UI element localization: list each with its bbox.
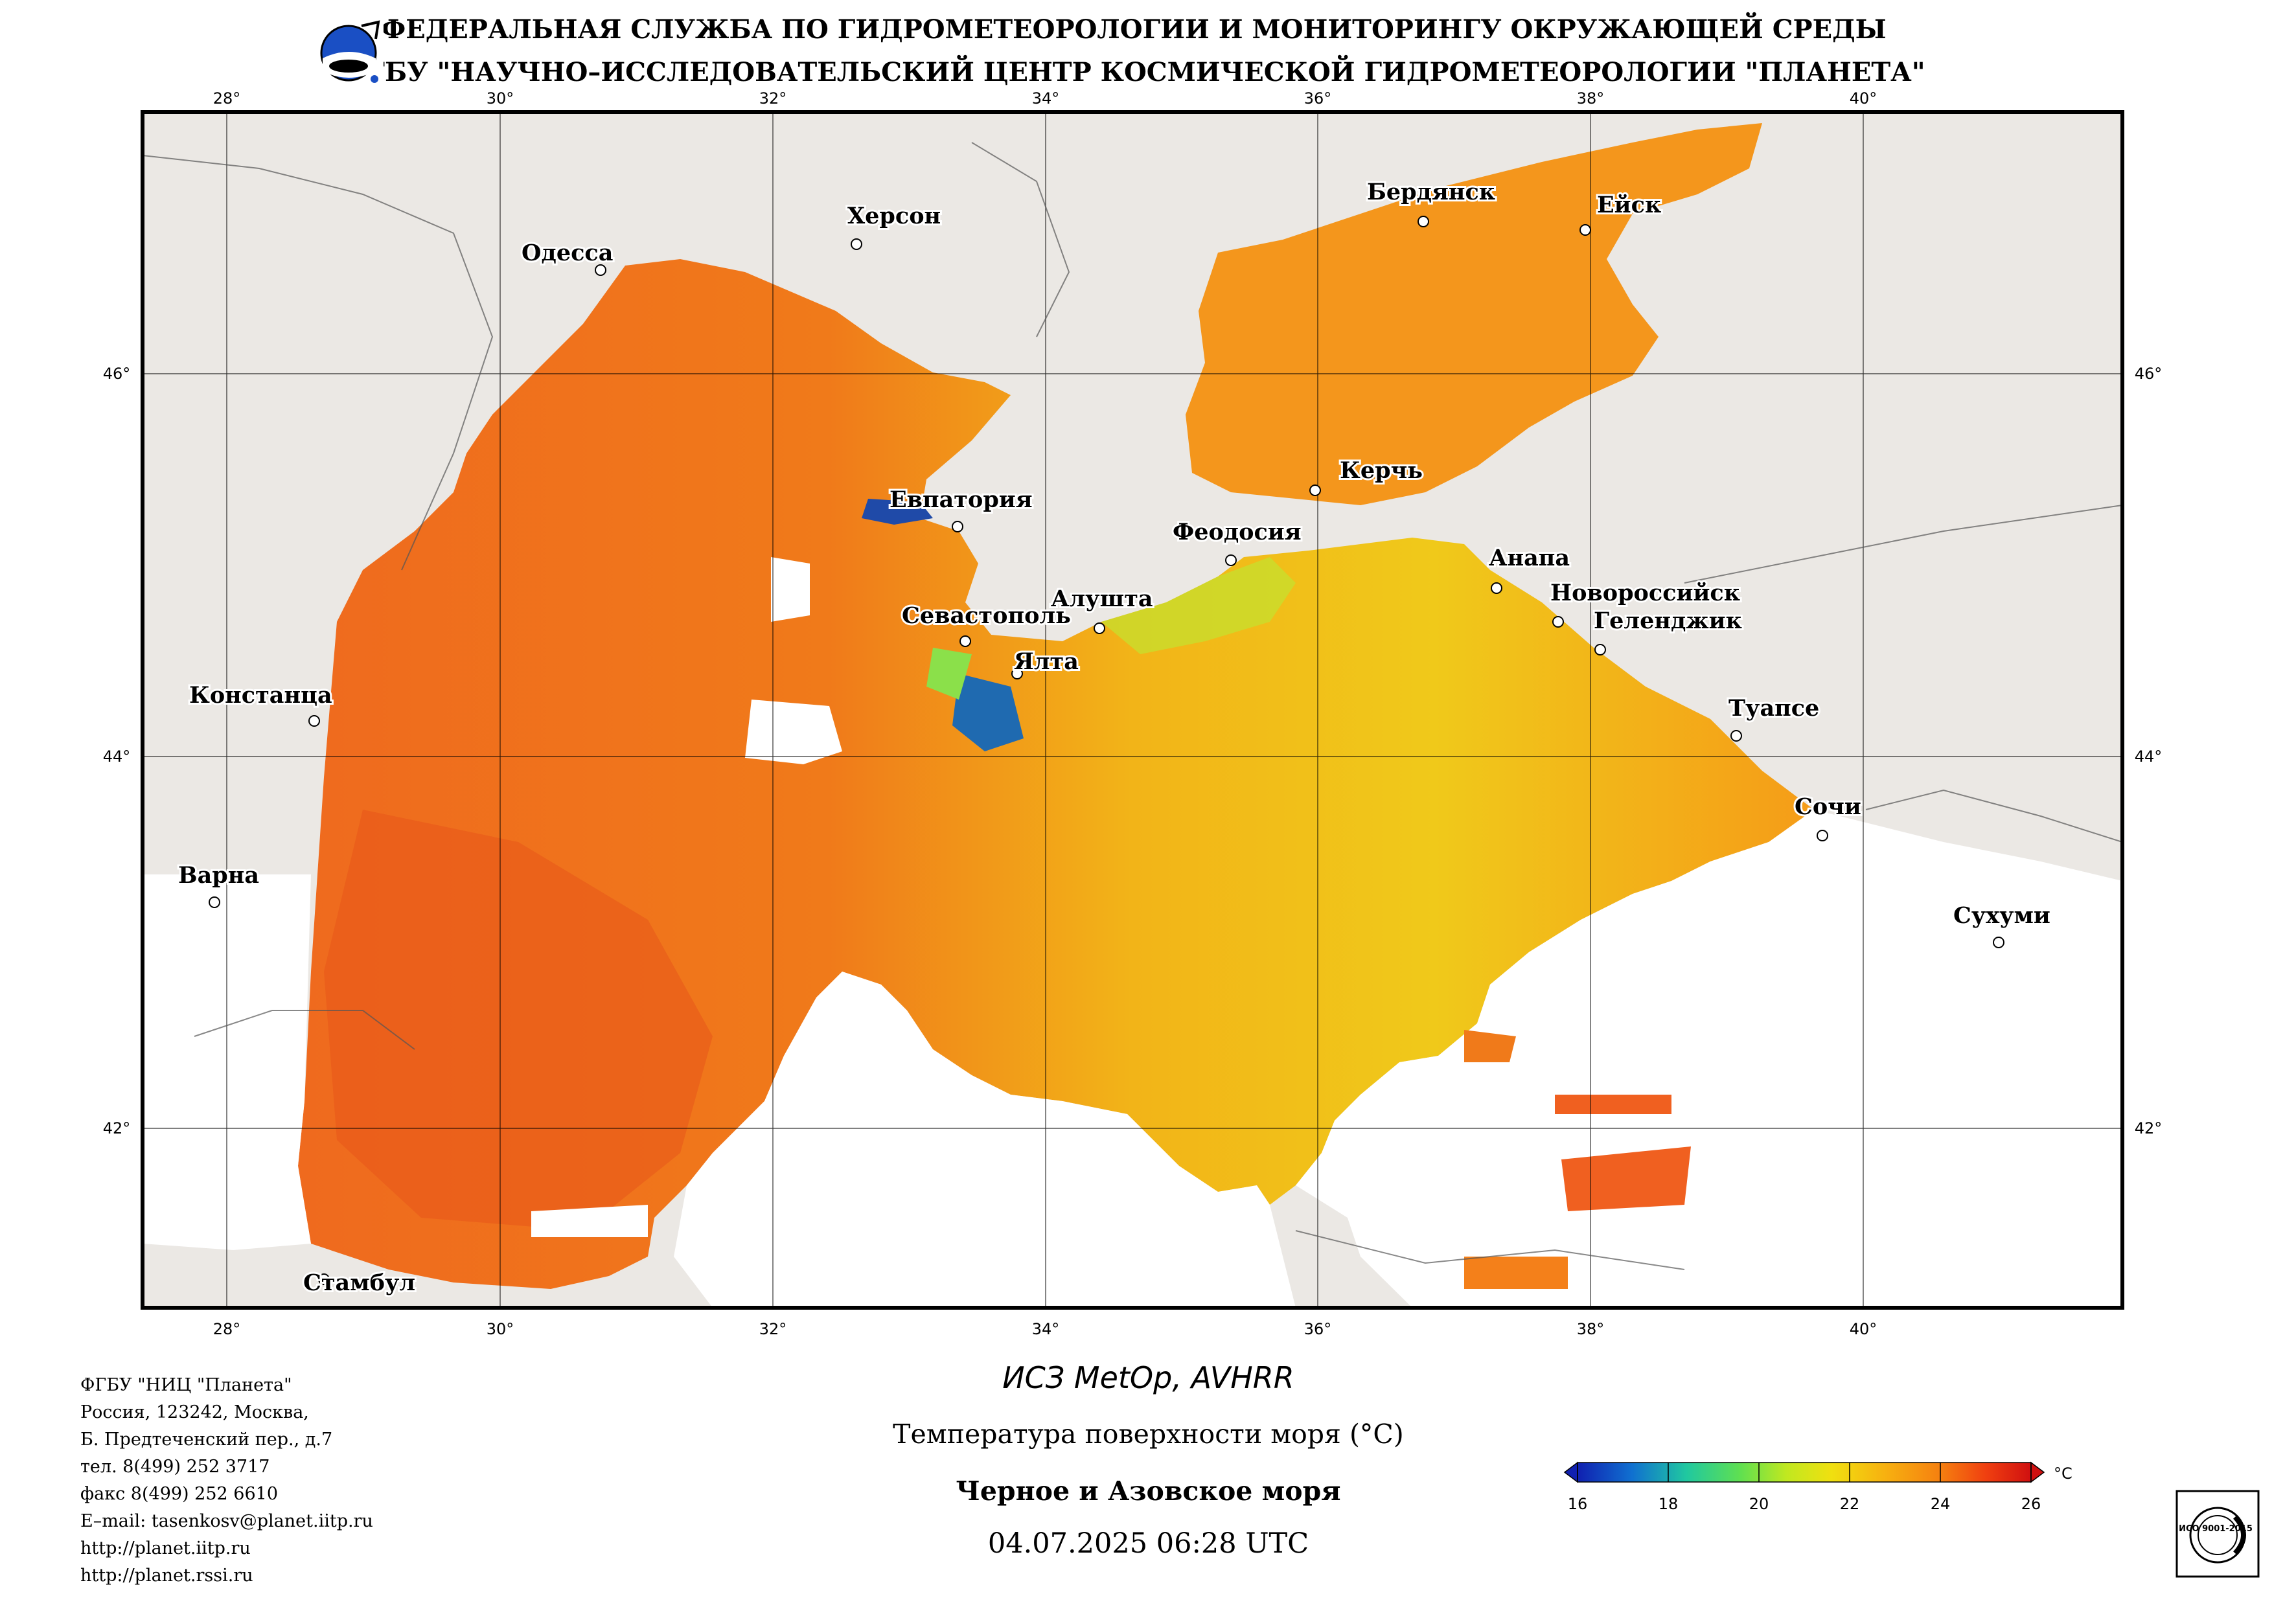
cloud-mask-central	[674, 972, 1296, 1308]
city-istanbul: Стамбул	[303, 1270, 415, 1296]
colorbar-tick: 20	[1749, 1495, 1769, 1513]
product-title: Температура поверхности моря (°С)	[893, 1419, 1404, 1450]
sst-cold-zone	[952, 674, 1024, 751]
lon-tick: 40°	[1850, 89, 1877, 108]
lat-ticks: 46° 44° 42° 46° 44° 42°	[103, 365, 2163, 1137]
city-anapa: Анапа	[1489, 545, 1570, 571]
borders	[143, 142, 2122, 1270]
city-gelendzhik: Геленджик	[1594, 608, 1742, 634]
lat-tick: 42°	[103, 1119, 131, 1137]
sst-patch-3	[1464, 1257, 1568, 1289]
lon-ticks-top: 28° 30° 32° 34° 36° 38° 40°	[213, 89, 1877, 108]
contact-org: ФГБУ "НИЦ "Планета"	[80, 1375, 292, 1395]
colorbar-tick: 16	[1568, 1495, 1588, 1513]
lon-tick: 40°	[1850, 1320, 1877, 1338]
lon-tick: 30°	[487, 1320, 514, 1338]
city-yeysk: Ейск	[1597, 192, 1661, 218]
lon-tick: 38°	[1577, 1320, 1605, 1338]
graticule	[143, 112, 2122, 1308]
city-kerch: Керчь	[1340, 457, 1423, 484]
svg-text:ИСО 9001-2015: ИСО 9001-2015	[2179, 1524, 2253, 1534]
lon-tick: 36°	[1304, 89, 1332, 108]
lon-tick: 32°	[759, 89, 787, 108]
lat-tick: 46°	[2135, 365, 2163, 383]
cloud-patch-3	[531, 1205, 648, 1237]
city-novorossiysk: Новороссийск	[1550, 580, 1740, 606]
contact-address-2: Б. Предтеченский пер., д.7	[80, 1430, 333, 1450]
city-labels: Одесса Херсон Бердянск Ейск Керчь Евпато…	[176, 177, 2052, 1298]
lat-tick: 44°	[2135, 747, 2163, 766]
cloud-mask-east	[1296, 810, 2122, 1308]
colorbar-tick: 26	[2021, 1495, 2041, 1513]
map-frame	[141, 110, 2124, 1310]
sst-hot-zone	[324, 810, 713, 1231]
region-title: Черное и Азовское моря	[956, 1476, 1341, 1507]
planeta-logo-icon	[316, 19, 384, 87]
colorbar: 16 18 20 22 24 26 °С	[1563, 1461, 2072, 1513]
city-sevastopol: Севастополь	[902, 602, 1071, 629]
header-title-line1: ФЕДЕРАЛЬНАЯ СЛУЖБА ПО ГИДРОМЕТЕОРОЛОГИИ …	[381, 14, 1887, 45]
header-title-line2: ФГБУ "НАУЧНО–ИССЛЕДОВАТЕЛЬСКИЙ ЦЕНТР КОС…	[342, 57, 1925, 87]
sst-cold-zone-2	[862, 499, 933, 525]
lon-tick: 28°	[213, 1320, 241, 1338]
lat-tick: 44°	[103, 747, 131, 766]
city-yalta: Ялта	[1014, 648, 1079, 675]
lon-tick: 28°	[213, 89, 241, 108]
sst-patch-2	[1555, 1095, 1671, 1114]
contact-email[interactable]: E–mail: tasenkosv@planet.iitp.ru	[80, 1511, 373, 1531]
contact-fax: факс 8(499) 252 6610	[80, 1484, 279, 1504]
sst-patch-4	[1464, 1030, 1516, 1062]
city-markers	[209, 216, 2004, 1285]
city-odessa: Одесса	[522, 240, 613, 266]
city-varna: Варна	[178, 862, 259, 889]
city-berdyansk: Бердянск	[1367, 179, 1495, 205]
city-sochi: Сочи	[1795, 793, 1861, 820]
lon-tick: 38°	[1577, 89, 1605, 108]
lon-tick: 34°	[1032, 89, 1060, 108]
lon-tick: 32°	[759, 1320, 787, 1338]
colorbar-unit: °С	[2054, 1465, 2072, 1483]
city-tuapse: Туапсе	[1728, 695, 1819, 722]
satellite-label: ИСЗ MetOp, AVHRR	[1002, 1360, 1294, 1395]
contact-block: ФГБУ "НИЦ "Планета" Россия, 123242, Моск…	[80, 1372, 373, 1590]
contact-url-2[interactable]: http://planet.rssi.ru	[80, 1566, 253, 1586]
contact-url-1[interactable]: http://planet.iitp.ru	[80, 1538, 251, 1558]
contact-address-1: Россия, 123242, Москва,	[80, 1402, 309, 1422]
city-alushta: Алушта	[1051, 586, 1153, 612]
colorbar-tick: 24	[1931, 1495, 1951, 1513]
lon-tick: 30°	[487, 89, 514, 108]
city-yevpatoriya: Евпатория	[890, 486, 1033, 513]
azov-sea-sst	[1186, 123, 1762, 505]
city-constanta: Констанца	[189, 682, 332, 709]
datetime-stamp: 04.07.2025 06:28 UTC	[987, 1527, 1309, 1560]
city-feodosiya: Феодосия	[1173, 519, 1302, 545]
cloud-patch-2	[771, 557, 810, 622]
lat-tick: 42°	[2135, 1119, 2163, 1137]
sst-patch-1	[1561, 1146, 1691, 1211]
sst-green-zone	[926, 648, 972, 700]
city-sukhumi: Сухуми	[1953, 902, 2050, 929]
lon-tick: 36°	[1304, 1320, 1332, 1338]
lat-tick: 46°	[103, 365, 131, 383]
colorbar-tick: 18	[1659, 1495, 1679, 1513]
cloud-patch-1	[745, 700, 842, 764]
sst-cool-zone	[1101, 557, 1296, 654]
iso-certificate-icon: ИСО 9001-2015	[2175, 1490, 2260, 1578]
lon-tick: 34°	[1032, 1320, 1060, 1338]
contact-phone: тел. 8(499) 252 3717	[80, 1457, 270, 1477]
lon-ticks-bottom: 28° 30° 32° 34° 36° 38° 40°	[213, 1320, 1877, 1338]
city-kherson: Херсон	[847, 203, 941, 229]
colorbar-tick: 22	[1840, 1495, 1860, 1513]
